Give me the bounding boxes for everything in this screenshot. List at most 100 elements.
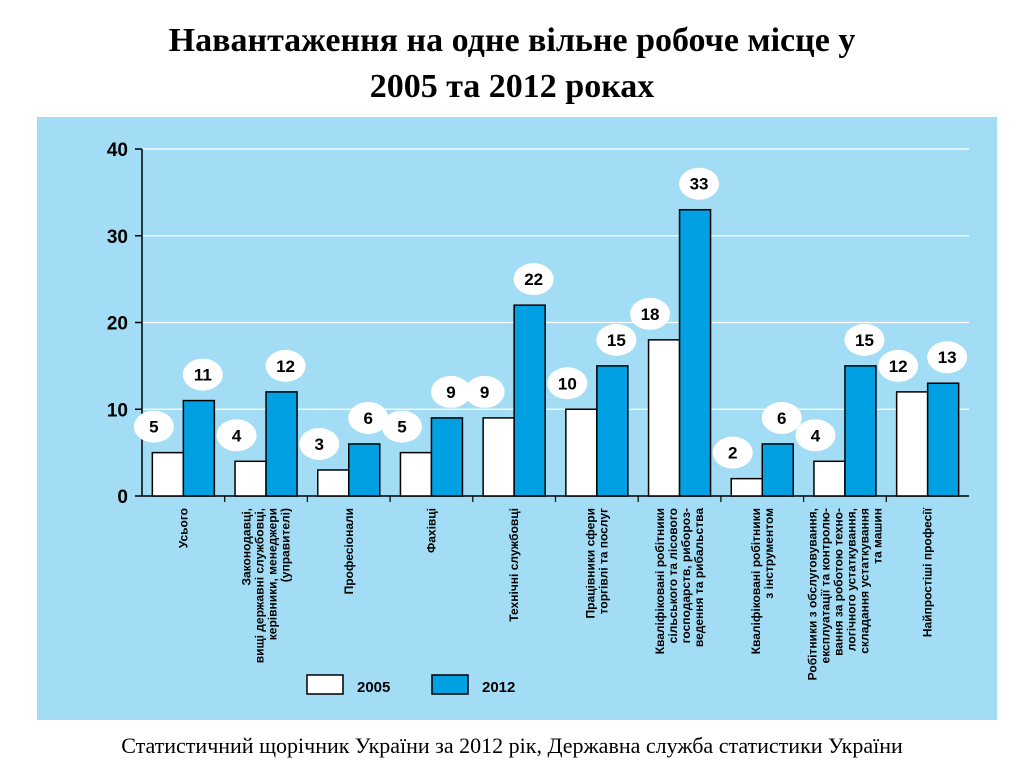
data-label-bubble-2012-0 [182,358,223,391]
bar-2012-6 [678,208,712,497]
chart-legend: 2005 2012 [306,674,515,696]
data-label-2012-2: 6 [364,409,373,428]
bar-2012-4 [513,304,546,497]
data-label-bubble-2005-9 [878,349,919,382]
data-label-2005-9: 12 [889,357,908,376]
data-label-bubble-2012-8 [844,323,885,356]
source-caption: Статистичний щорічник України за 2012 рі… [121,733,903,758]
bar-2005-9 [895,391,929,497]
category-label-2: Професіонали [342,508,356,594]
data-label-2005-3: 5 [397,418,406,437]
data-label-2012-4: 22 [524,270,543,289]
y-tick-label-2: 20 [107,314,128,335]
bar-2005-6 [647,339,681,497]
data-label-2012-0: 11 [194,366,212,385]
category-label-3: Фахівці [424,508,438,553]
chart-bars [151,208,960,497]
category-label-1-line-1: вищі державні службовці, [253,508,267,663]
legend-label-2005: 2005 [357,679,390,696]
category-label-5-line-1: торгівлі та послуг [596,508,610,614]
bar-2005-0 [151,451,185,497]
bar-2005-2 [317,469,350,497]
legend-label-2012: 2012 [482,679,515,696]
category-label-6-line-3: ведення та рибальства [692,508,706,647]
bar-2012-1 [265,391,298,497]
category-label-3-line-0: Фахівці [424,508,438,553]
data-label-bubble-2012-2 [348,401,389,434]
legend-swatch-2005 [306,674,344,695]
bar-2005-1 [234,460,267,497]
data-label-bubble-2012-7 [761,401,802,434]
category-label-5-line-0: Працівники сфери [583,508,597,618]
data-label-bubble-2005-2 [299,427,340,460]
category-label-6-line-2: господарств, риборoз- [679,508,693,643]
category-label-1: Законодавці, вищі державні службовці, кері… [240,508,293,663]
category-label-1-line-0: Законодавці, [240,508,254,586]
bar-2012-2 [348,443,381,497]
category-label-8: Робітники з обслуговування, експлуатації … [805,508,884,680]
chart-data-labels: 5 11 4 12 3 6 5 9 9 22 10 15 18 33 2 6 4 15 12 13 [133,167,968,469]
category-label-7: Кваліфіковані робітники з інструментом [749,508,776,654]
bar-2005-4 [482,417,515,497]
bar-2012-3 [430,417,464,497]
page-title: Навантаження на одне вільне робоче місце… [0,18,1024,110]
bar-2012-8 [844,365,877,497]
bar-chart: 0 10 20 30 40 5 11 4 12 3 6 5 9 9 22 10 15 18 33 2 6 4 15 12 13… [37,117,997,720]
data-label-2005-5: 10 [558,374,577,393]
category-label-6-line-1: сільського та лісового [666,508,680,643]
bar-2012-0 [182,399,216,497]
y-tick-label-0: 0 [117,487,128,508]
category-label-9-line-0: Найпростіші професії [921,507,935,637]
chart-category-labels: Усього Законодавці, вищі державні службовц… [176,507,934,680]
y-tick-label-3: 30 [107,227,128,248]
data-label-2012-7: 6 [777,409,786,428]
category-label-8-line-4: складання устаткування [857,508,871,654]
bar-2012-7 [761,443,794,497]
data-label-bubble-2005-1 [216,419,257,452]
data-label-2012-5: 15 [607,331,626,350]
data-label-bubble-2005-8 [795,419,836,452]
data-label-bubble-2005-3 [381,410,422,443]
data-label-bubble-2012-5 [596,323,637,356]
data-label-bubble-2012-6 [679,167,720,200]
data-label-bubble-2005-0 [133,410,174,443]
category-label-8-line-1: експлуатації та контролю- [818,508,832,663]
category-label-6-line-0: Кваліфіковані робітники [653,508,667,654]
data-label-bubble-2005-7 [712,436,753,469]
y-tick-label-1: 10 [107,400,128,421]
data-label-2012-9: 13 [938,348,957,367]
category-label-8-line-2: вання за роботою техно- [831,508,845,656]
data-label-2005-0: 5 [149,418,158,437]
data-label-bubble-2005-4 [464,375,505,408]
data-label-2005-1: 4 [232,426,242,445]
y-tick-label-4: 40 [107,140,128,161]
data-label-2005-2: 3 [315,435,324,454]
category-label-5: Працівники сфери торгівлі та послуг [583,508,610,618]
data-label-2005-4: 9 [480,383,489,402]
legend-swatch-2012 [431,674,469,695]
data-label-bubble-2012-1 [265,349,306,382]
category-label-1-line-3: (управителі) [279,508,293,582]
title-line-2: 2005 та 2012 роках [369,68,655,105]
data-label-2012-3: 9 [446,383,455,402]
data-label-2012-6: 33 [690,175,709,194]
bar-2005-7 [730,477,763,497]
bar-2005-3 [399,451,433,497]
category-label-7-line-1: з інструментом [762,508,776,599]
bar-2005-8 [813,460,846,497]
bar-2012-9 [926,382,960,497]
category-label-7-line-0: Кваліфіковані робітники [749,508,763,654]
category-label-4-line-0: Технічні службовці [507,508,521,622]
category-label-8-line-0: Робітники з обслуговування, [805,508,819,680]
category-label-0: Усього [176,508,190,548]
category-label-0-line-0: Усього [176,508,190,548]
data-label-2005-8: 4 [811,426,821,445]
category-label-1-line-2: керівники, менеджери [266,508,280,640]
data-label-2012-8: 15 [855,331,874,350]
category-label-8-line-3: логічного устаткування, [844,508,858,651]
title-line-1: Навантаження на одне вільне робоче місце… [168,22,856,59]
category-label-4: Технічні службовці [507,508,521,622]
data-label-bubble-2005-6 [630,297,671,330]
data-label-bubble-2012-4 [513,263,554,296]
data-label-2012-1: 12 [276,357,295,376]
